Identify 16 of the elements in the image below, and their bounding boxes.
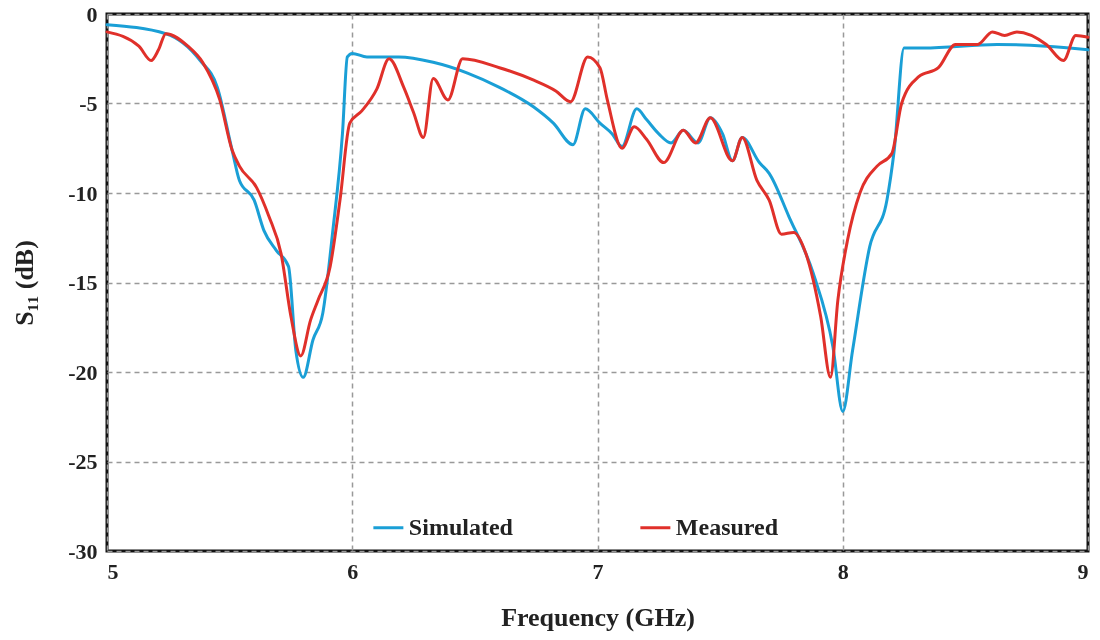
y-tick-label: -25 xyxy=(68,449,98,474)
x-tick-label: 5 xyxy=(107,558,119,584)
x-tick-label: 7 xyxy=(592,558,604,584)
y-tick-label: -20 xyxy=(68,359,98,385)
x-axis-title: Frequency (GHz) xyxy=(501,602,695,632)
y-tick-label: -15 xyxy=(68,270,98,295)
y-tick-label: -5 xyxy=(79,91,98,116)
x-tick-label: 9 xyxy=(1077,558,1089,584)
legend-label: Simulated xyxy=(408,513,514,540)
y-tick-label: -10 xyxy=(68,180,98,206)
legend-label: Measured xyxy=(675,513,779,540)
y-tick-label: 0 xyxy=(86,1,98,27)
y-axis-title: S₁₁ (dB) xyxy=(10,240,40,326)
x-tick-label: 6 xyxy=(347,558,359,584)
y-tick-label: -30 xyxy=(68,538,98,564)
x-tick-label: 8 xyxy=(837,558,849,584)
